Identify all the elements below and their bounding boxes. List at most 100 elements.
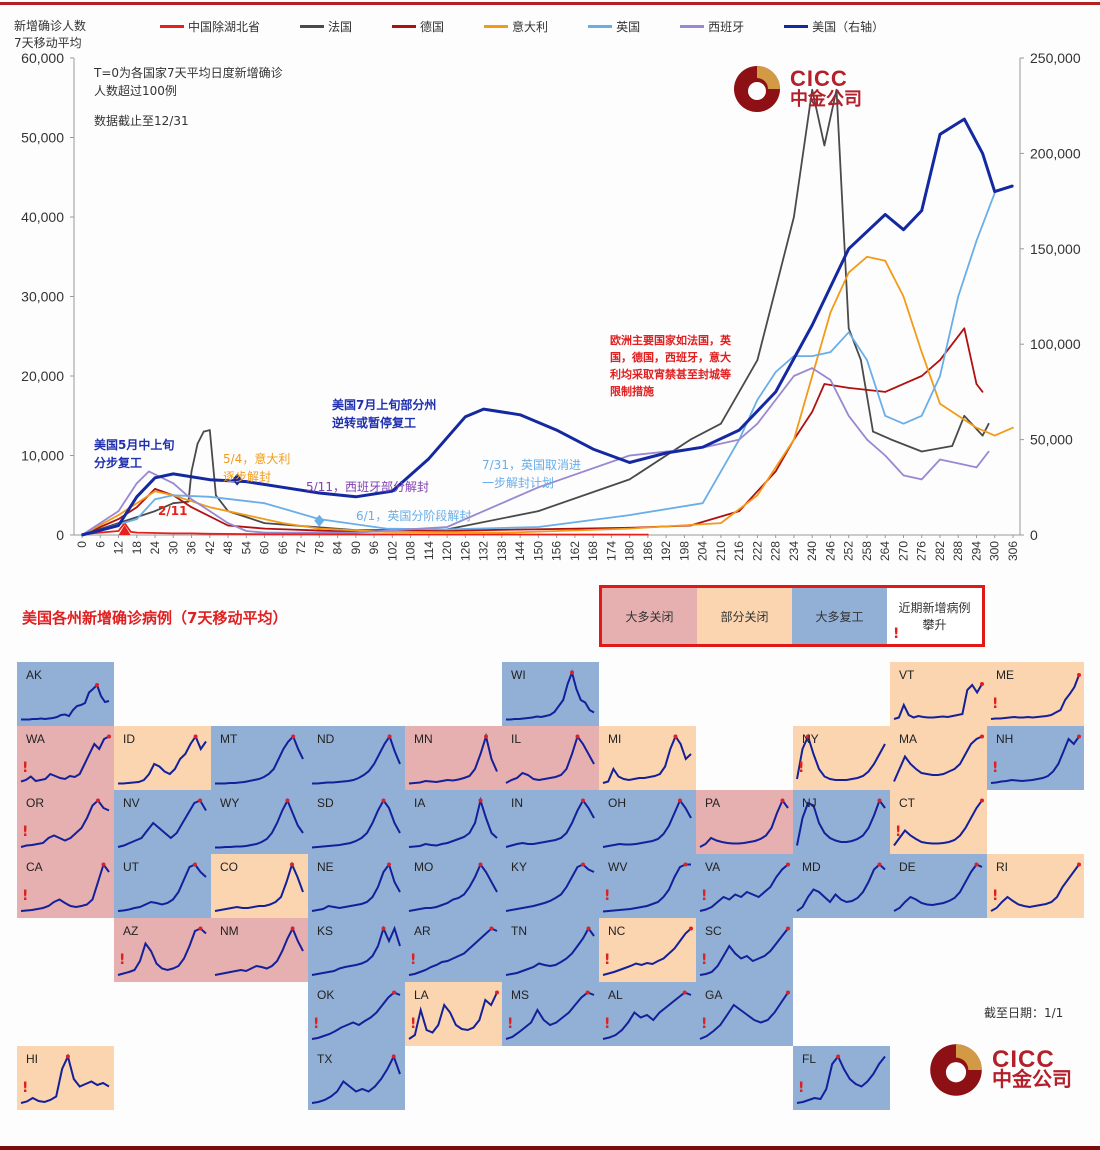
state-code: MI [608,732,622,746]
x-tick-label: 66 [276,541,290,555]
map-legend: 大多关闭 部分关闭 大多复工 近期新增病例攀升 ! [599,585,985,647]
state-peak-marker [678,798,682,803]
state-peak-marker [381,926,386,931]
series-point [172,473,175,475]
series-point [902,295,905,298]
state-code: OK [317,988,335,1002]
series-point [227,522,229,524]
state-sparkline-path [117,927,207,976]
series-point [811,355,813,357]
state-peak-marker [65,1054,70,1059]
series-point [1012,185,1014,187]
series-point [385,527,388,530]
state-tile-pa: PA [696,790,793,854]
state-code: CT [899,796,915,810]
series-point [957,415,959,417]
state-sparkline-path [796,798,886,846]
series-point [209,510,211,512]
warning-icon: ! [22,824,29,840]
x-tick-label: 240 [805,541,819,561]
legend-swatch [784,24,809,28]
state-sparkline-path [408,862,498,912]
series-point [811,411,813,413]
state-sparkline [408,990,499,1040]
x-tick-label: 246 [823,541,837,561]
series-point [884,415,886,417]
state-tile-nd: ND [308,726,405,790]
series-point [209,429,211,431]
series-point [738,429,740,431]
x-tick-label: 294 [969,541,983,561]
series-point [537,486,540,489]
state-sparkline-path [408,732,498,785]
series-point [939,133,941,136]
series-point [628,454,631,457]
series-point [811,89,813,91]
x-tick-label: 234 [787,541,801,561]
state-tile-or: OR! [17,790,114,854]
state-code: SD [317,796,334,810]
series-point [628,514,631,516]
state-peak-marker [193,862,197,867]
state-sparkline [893,682,984,720]
state-sparkline [893,734,984,782]
series-point [385,533,388,536]
state-sparkline-path [990,674,1080,720]
series-point [975,466,978,469]
state-sparkline-path [408,992,498,1040]
marker-china [118,525,131,535]
logo-text-en: CICC [992,1046,1055,1073]
warning-icon: ! [313,1016,320,1032]
state-tile-in: IN [502,790,599,854]
state-tile-ri: RI! [987,854,1084,918]
state-code: GA [705,988,723,1002]
series-point [847,248,850,250]
state-code: SC [705,924,722,938]
series-point [129,531,132,533]
warning-icon: ! [992,888,999,904]
state-peak-marker [974,862,979,867]
series-point [482,408,485,410]
series-point [920,375,923,377]
state-peak-marker [786,926,790,931]
state-code: NY [802,732,819,746]
x-tick-label: 138 [495,541,509,561]
state-sparkline [117,926,207,976]
series-point [117,514,120,516]
as-of-date: 截至日期：1/1 [984,1006,1064,1020]
state-peak-marker [980,682,984,686]
state-sparkline-path [117,799,207,848]
state-sparkline [20,798,110,848]
state-sparkline [602,734,692,784]
state-tile-mn: MN [405,726,502,790]
warning-icon: ! [992,696,999,712]
state-code: OH [608,796,626,810]
state-tile-md: MD [793,854,890,918]
state-peak-marker [290,926,295,931]
logo-text-en: CICC [790,66,848,91]
series-point [592,448,594,450]
series-point [245,514,248,516]
x-tick-label: 84 [331,541,345,555]
series-point [975,240,978,242]
state-sparkline [602,926,693,976]
state-sparkline [20,1053,110,1104]
state-code: KS [317,924,334,938]
legend-label: 英国 [616,19,641,34]
series-point [963,327,966,330]
state-code: IL [511,732,522,746]
warning-icon: ! [22,760,29,776]
state-sparkline-path [215,798,304,849]
series-point [738,510,740,512]
state-sparkline-path [505,991,595,1040]
series-point [154,510,156,512]
legend-label: 德国 [420,19,445,34]
warning-icon: ! [410,952,417,968]
state-sparkline-path [602,991,692,1040]
legend-item: 法国 [300,16,352,36]
state-peak-marker [1077,734,1081,739]
state-code: CO [220,860,238,874]
state-sparkline-path [505,926,595,976]
state-peak-marker [682,990,687,995]
series-point [902,228,905,231]
